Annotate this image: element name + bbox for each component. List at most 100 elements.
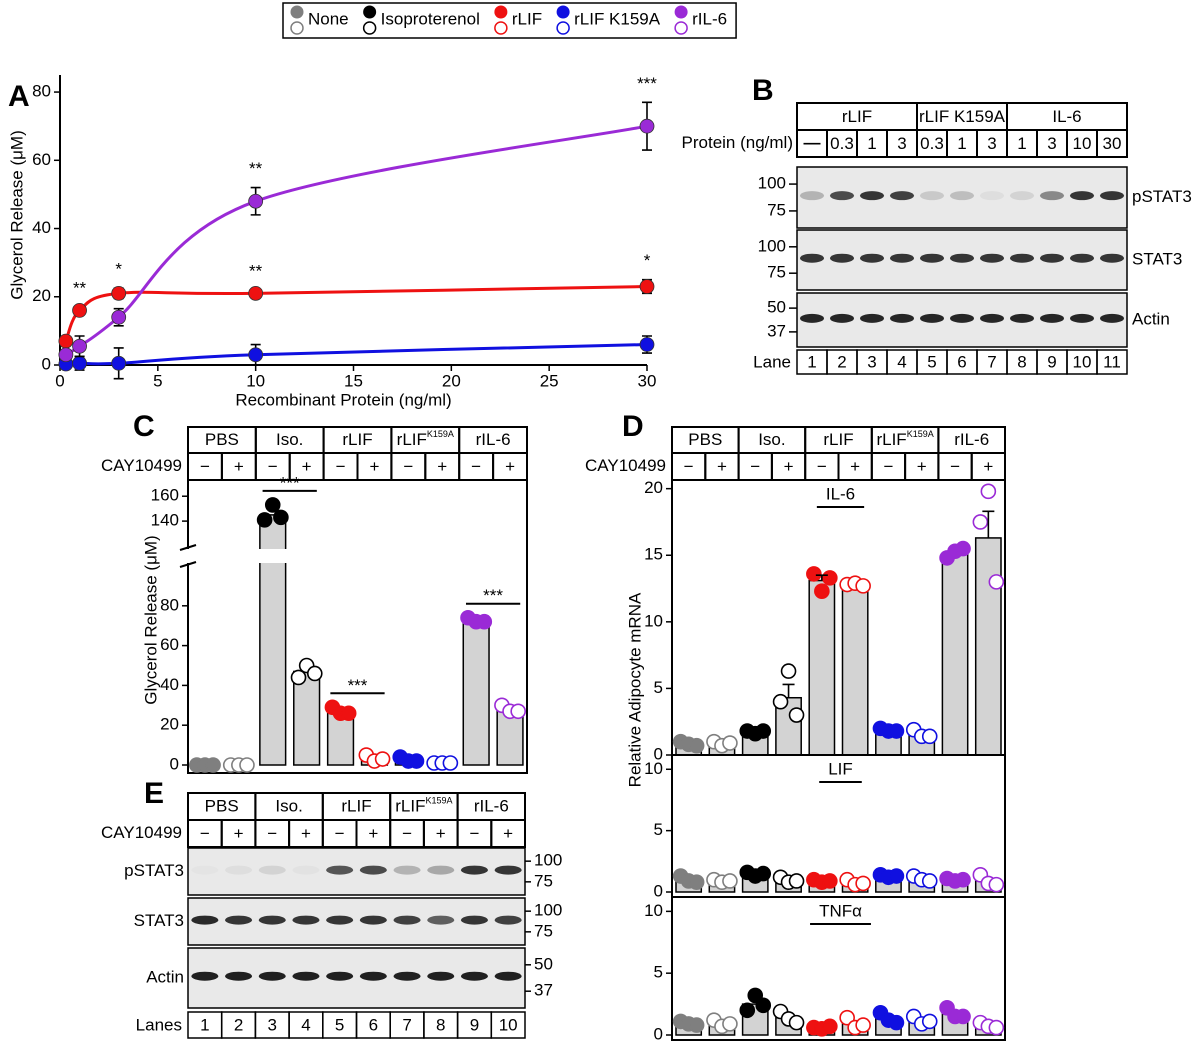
y-tick-label: 0 — [654, 1024, 663, 1043]
error-bar — [982, 510, 995, 538]
data-point — [408, 753, 425, 769]
legend-marker — [556, 5, 570, 19]
data-point — [111, 309, 127, 325]
group-superscript: K159A — [427, 429, 454, 439]
lane-number: 8 — [1017, 352, 1026, 371]
category-label: − — [471, 457, 481, 476]
marker-label: 100 — [758, 236, 786, 255]
band — [326, 865, 354, 875]
band — [292, 915, 320, 925]
data-point — [955, 540, 971, 557]
band — [292, 866, 319, 875]
blot-row-label: Actin — [1132, 309, 1170, 328]
lane-number: 11 — [1103, 352, 1121, 371]
significance: ** — [249, 261, 263, 280]
y-tick-label: 80 — [32, 82, 51, 101]
band — [830, 313, 854, 323]
group-label: rLIFK159A — [395, 796, 452, 816]
category-label: + — [784, 457, 794, 476]
data-point — [988, 574, 1005, 590]
data-point — [510, 703, 526, 720]
significance: *** — [280, 473, 300, 492]
group-label: rLIF — [842, 107, 872, 126]
data-point — [248, 285, 264, 301]
lane-number: 1 — [200, 1015, 209, 1034]
data-point — [306, 665, 323, 682]
data-point — [788, 873, 805, 889]
y-tick-label: 20 — [32, 286, 51, 305]
category-label: + — [505, 457, 515, 476]
marker-label: 50 — [767, 298, 786, 317]
header-cell — [1096, 129, 1128, 158]
significance: * — [644, 251, 651, 270]
lane-number: 4 — [301, 1015, 310, 1034]
dose-label: 1 — [957, 134, 966, 153]
band — [393, 971, 421, 981]
data-point — [442, 755, 459, 771]
plot-frame — [671, 896, 1006, 1041]
bar — [941, 553, 969, 756]
category-label: + — [917, 457, 927, 476]
lane-number: 10 — [499, 1015, 518, 1034]
panel-letter: C — [133, 410, 155, 443]
data-point — [239, 757, 255, 773]
band — [950, 313, 974, 323]
group-label: rLIF — [823, 430, 853, 449]
band — [393, 865, 421, 875]
band — [1100, 253, 1124, 263]
panel-letter: D — [622, 410, 644, 443]
lane-number: 6 — [957, 352, 966, 371]
lane-cell — [1096, 349, 1128, 375]
group-name: rLIF — [823, 430, 853, 449]
dose-label: 10 — [1073, 134, 1092, 153]
bar — [293, 670, 321, 766]
y-axis-label: Glycerol Release (μM) — [141, 535, 160, 704]
category-label: + — [369, 457, 379, 476]
marker-label: 75 — [767, 263, 786, 282]
data-point — [755, 865, 772, 882]
data-point — [806, 566, 822, 582]
y-tick-label: 5 — [654, 678, 663, 697]
plot-frame — [187, 479, 528, 774]
y-tick-label: 0 — [42, 354, 51, 373]
data-point — [788, 1014, 805, 1031]
band — [225, 915, 253, 925]
x-tick-label: 25 — [540, 371, 559, 390]
band — [393, 915, 421, 925]
lane-number: 2 — [234, 1015, 243, 1034]
category-label: − — [750, 457, 760, 476]
category-label: + — [717, 457, 727, 476]
band — [1040, 253, 1064, 263]
significance: * — [115, 260, 122, 279]
band — [860, 313, 884, 323]
band — [326, 971, 354, 981]
legend-marker-open — [674, 21, 688, 35]
significance: *** — [637, 74, 657, 93]
blot-row-label: pSTAT3 — [1132, 187, 1192, 206]
category-label: + — [234, 457, 244, 476]
group-name: Iso. — [758, 430, 785, 449]
y-tick-label: 40 — [32, 218, 51, 237]
group-label: rLIF K159A — [919, 107, 1006, 126]
marker-label: 50 — [534, 954, 553, 973]
category-label: + — [436, 824, 446, 843]
data-point — [888, 723, 905, 739]
band — [427, 971, 455, 981]
row-label: CAY10499 — [101, 456, 182, 475]
lane-number: 3 — [268, 1015, 277, 1034]
group-name: rLIF — [342, 430, 372, 449]
band — [292, 971, 320, 981]
data-point — [476, 613, 493, 630]
category-label: − — [335, 824, 345, 843]
data-point — [855, 578, 871, 594]
data-point — [688, 874, 705, 890]
blot-row-label: Actin — [146, 967, 184, 986]
group-label: rIL-6 — [954, 430, 989, 449]
band — [1070, 253, 1094, 263]
band — [860, 253, 884, 263]
y-tick-label: 160 — [151, 486, 179, 505]
subplot-title: IL-6 — [826, 484, 855, 503]
group-name: rIL-6 — [476, 430, 511, 449]
category-label: + — [850, 457, 860, 476]
